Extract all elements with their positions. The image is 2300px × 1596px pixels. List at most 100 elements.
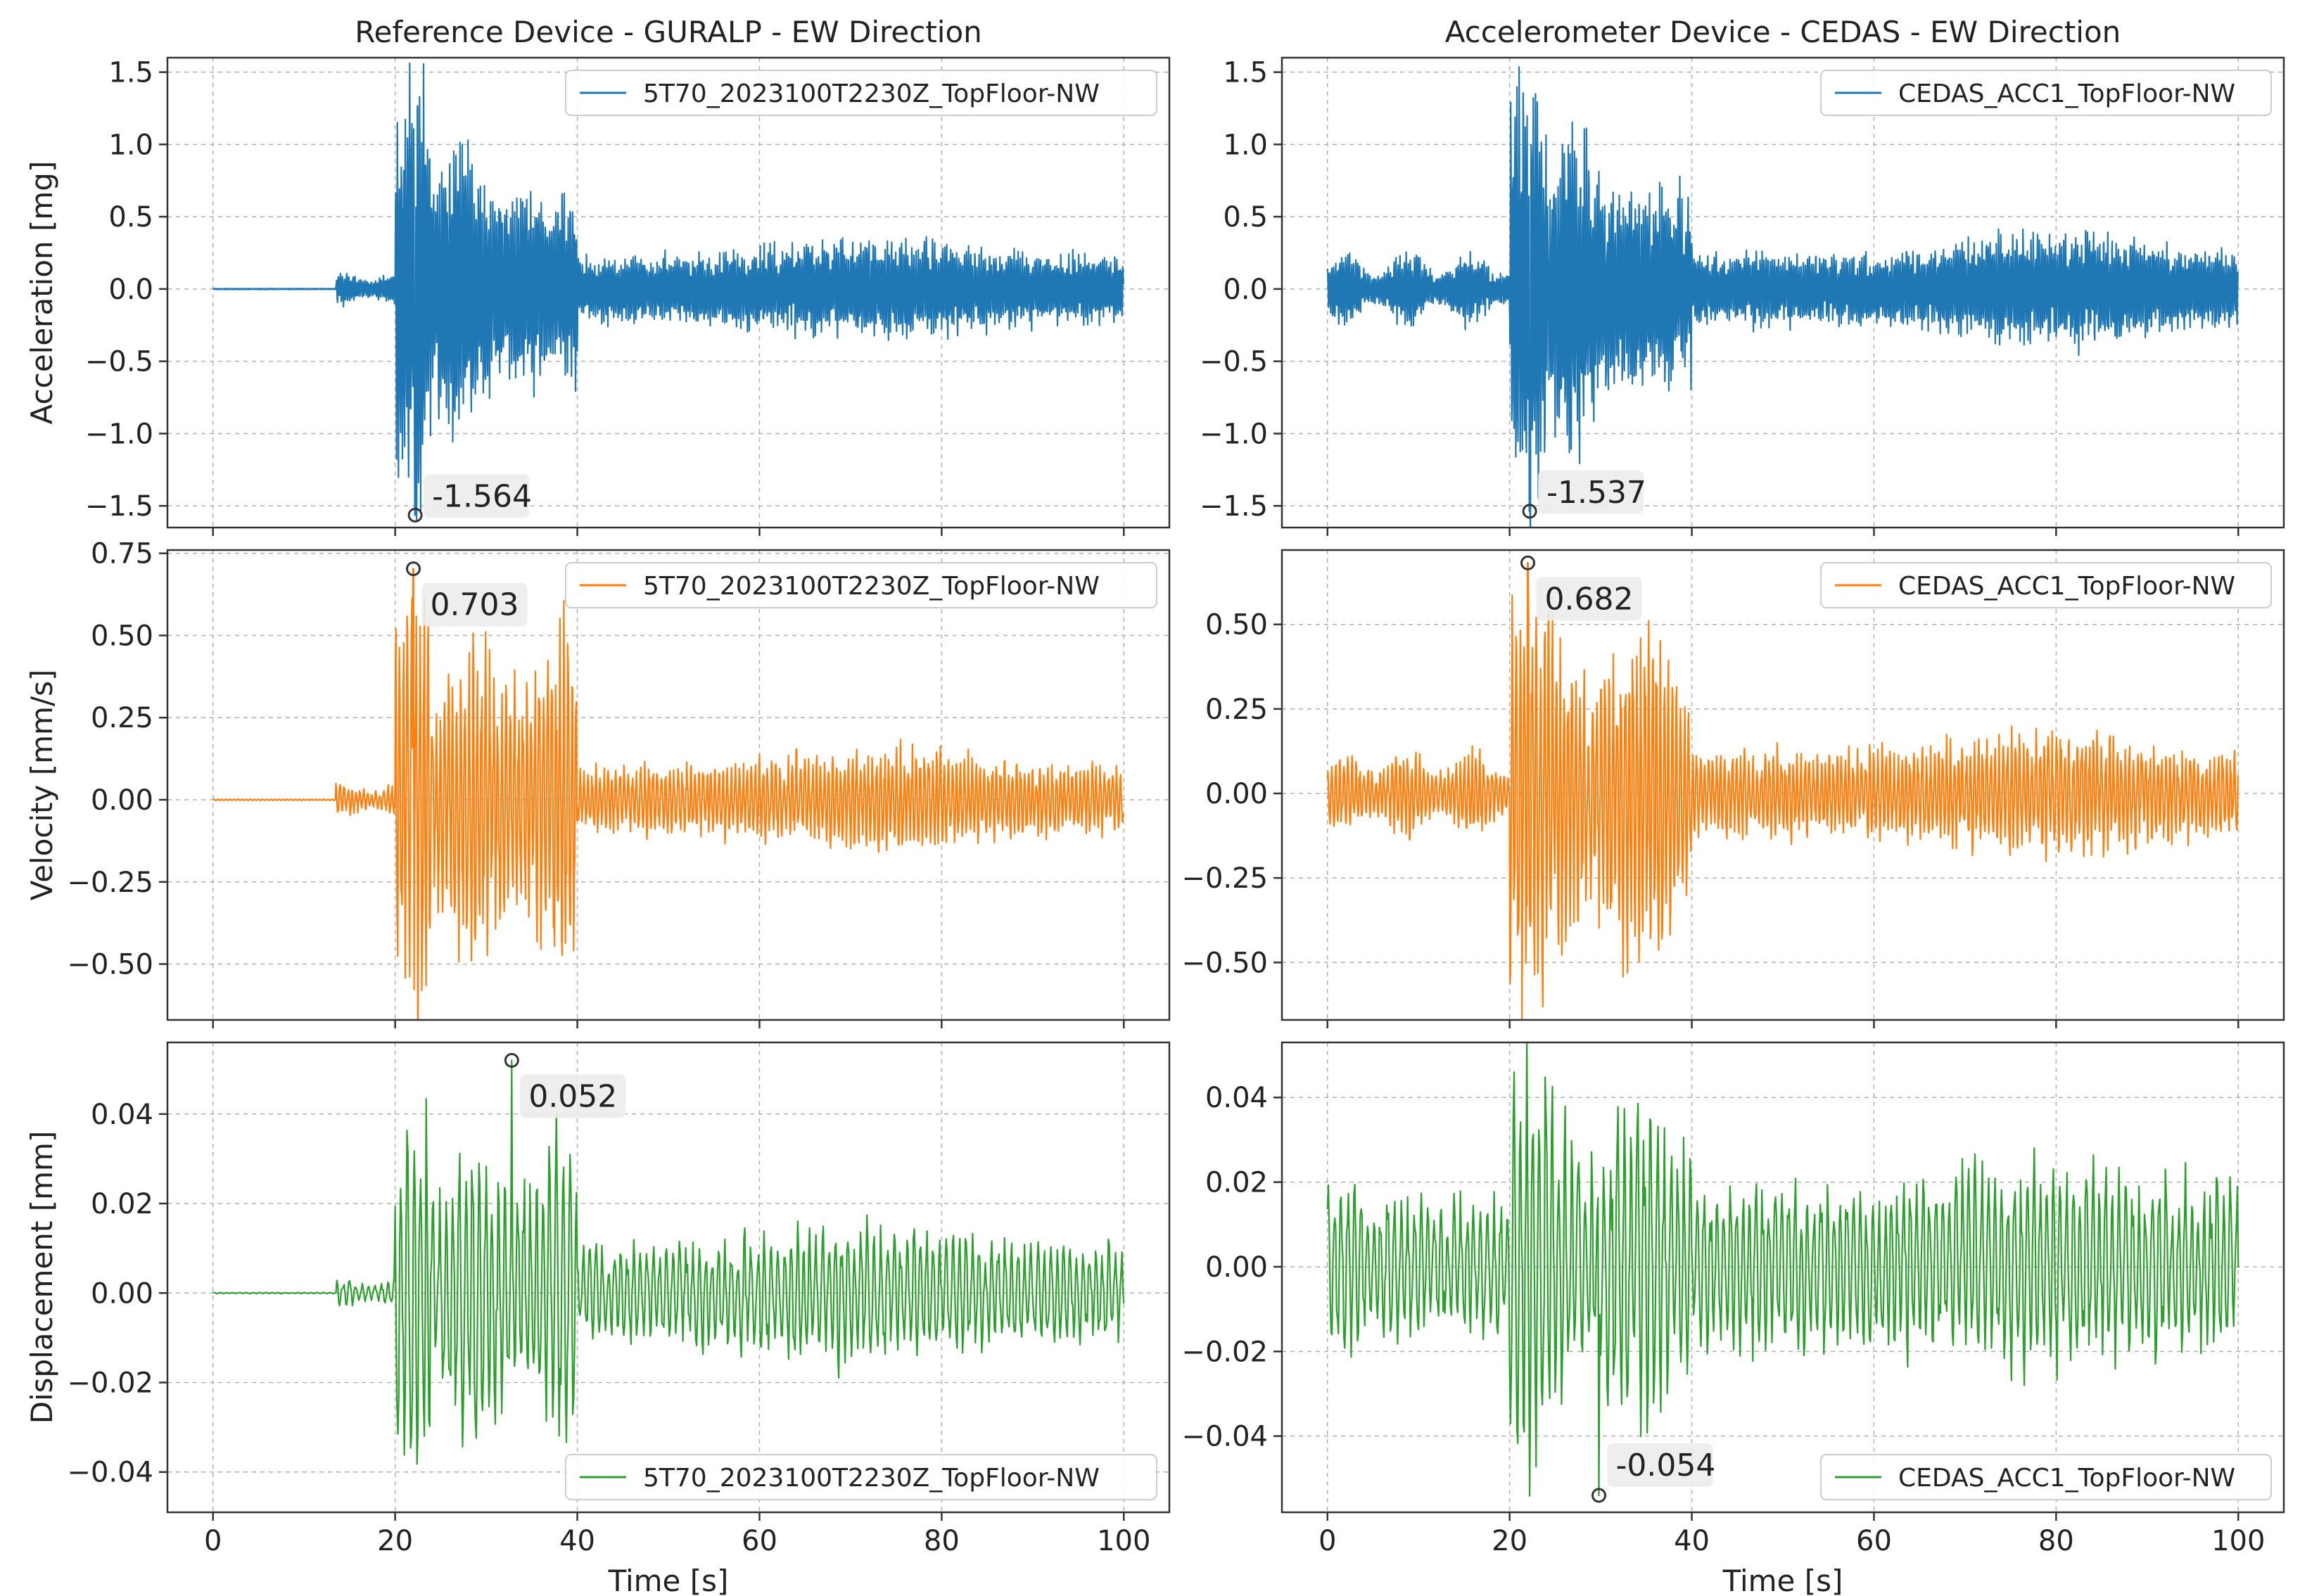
peak-marker xyxy=(406,561,421,577)
y-tick-label: 0.0 xyxy=(108,274,153,306)
legend-box xyxy=(1820,1454,2272,1500)
legend-label: CEDAS_ACC1_TopFloor-NW xyxy=(1898,79,2235,108)
x-tick-label: 80 xyxy=(2038,1525,2074,1557)
legend-label: CEDAS_ACC1_TopFloor-NW xyxy=(1898,572,2235,601)
x-tick-label: 0 xyxy=(204,1525,222,1557)
y-tick-label: 0.25 xyxy=(1205,694,1268,726)
y-tick-label: 0.00 xyxy=(91,784,153,817)
y-tick-label: −0.02 xyxy=(1181,1336,1268,1368)
x-tick-label: 100 xyxy=(1097,1525,1150,1557)
x-tick-label: 0 xyxy=(1319,1525,1336,1557)
chart-column-1: Reference Device - GURALP - EW Direction… xyxy=(25,15,1171,1596)
panel-acceleration: −1.5 −1.0 −0.5 0.0 0.5 1.0 1.5 CEDAS_ACC1_TopFl… xyxy=(1200,56,2285,536)
panel-acceleration: −1.5 −1.0 −0.5 0.0 0.5 1.0 1.5 Acceleration [mg… xyxy=(25,56,1171,536)
y-tick-label: 0.00 xyxy=(91,1277,153,1310)
series-line-acceleration xyxy=(212,62,1124,521)
y-tick-label: 0.5 xyxy=(1223,201,1268,234)
y-tick-label: −1.5 xyxy=(1200,490,1268,523)
panel-displacement: 0 20 40 60 80 100 −0.04 −0.02 0.00 0.02 0.04 Displa… xyxy=(25,1041,1171,1596)
peak-label-box xyxy=(1538,470,1644,514)
y-tick-label: 0.04 xyxy=(1205,1082,1268,1114)
y-tick-label: 0.25 xyxy=(91,702,153,734)
legend-box xyxy=(1820,70,2272,116)
legend-label: 5T70_2023100T2230Z_TopFloor-NW xyxy=(643,1464,1100,1493)
y-tick-label: −0.25 xyxy=(1181,862,1268,895)
series-line-displacement xyxy=(212,1059,1125,1465)
x-tick-label: 80 xyxy=(924,1525,960,1557)
y-tick-label: −0.50 xyxy=(1181,947,1268,979)
axes-frame xyxy=(166,549,1171,1021)
panel-velocity: −0.50 −0.25 0.00 0.25 0.50 CEDAS_ACC1_TopFloo… xyxy=(1181,549,2285,1028)
series-line-displacement xyxy=(1326,1042,2239,1497)
y-axis-label: Acceleration [mg] xyxy=(25,161,59,425)
legend: 5T70_2023100T2230Z_TopFloor-NW xyxy=(565,562,1157,608)
peak-label: -1.564 xyxy=(432,478,532,514)
column-title: Accelerometer Device - CEDAS - EW Direct… xyxy=(1445,15,2121,49)
peak-label: 0.682 xyxy=(1545,581,1634,617)
peak-label-box xyxy=(424,474,530,518)
x-tick-label: 40 xyxy=(559,1525,595,1557)
column-title: Reference Device - GURALP - EW Direction xyxy=(355,15,982,49)
peak-marker xyxy=(504,1052,519,1068)
panel-velocity: −0.50 −0.25 0.00 0.25 0.50 0.75 Velocity [mm/s… xyxy=(25,538,1171,1028)
legend-label: CEDAS_ACC1_TopFloor-NW xyxy=(1898,1464,2235,1493)
legend-box xyxy=(1820,562,2272,608)
legend: CEDAS_ACC1_TopFloor-NW xyxy=(1820,70,2272,116)
peak-label-box xyxy=(520,1074,626,1118)
peak-marker xyxy=(1591,1488,1607,1503)
legend-label: 5T70_2023100T2230Z_TopFloor-NW xyxy=(643,79,1100,108)
grid xyxy=(1282,1042,2284,1512)
legend-label: 5T70_2023100T2230Z_TopFloor-NW xyxy=(643,572,1100,601)
y-tick-label: 0.0 xyxy=(1223,274,1268,306)
legend-box xyxy=(565,70,1157,116)
chart-column-2: Accelerometer Device - CEDAS - EW Direct… xyxy=(1181,15,2285,1596)
y-tick-label: −1.0 xyxy=(1200,418,1268,450)
peak-label: -1.537 xyxy=(1546,475,1646,511)
y-tick-label: −1.0 xyxy=(85,418,153,450)
y-tick-label: 1.5 xyxy=(1223,57,1268,89)
peak-marker xyxy=(1520,555,1536,570)
peak-label-box xyxy=(421,582,528,627)
y-tick-label: 1.5 xyxy=(108,57,153,89)
axes-frame xyxy=(166,1041,1171,1514)
axes-frame xyxy=(166,56,1171,529)
y-tick-label: 0.00 xyxy=(1205,1251,1268,1284)
peak-marker xyxy=(1522,504,1537,519)
series-line-acceleration xyxy=(1326,66,2239,528)
x-tick-label: 100 xyxy=(2211,1525,2265,1557)
legend-box xyxy=(565,1454,1157,1500)
axes-frame xyxy=(1281,549,2285,1021)
y-tick-label: −0.5 xyxy=(85,346,153,378)
y-tick-label: 0.00 xyxy=(1205,778,1268,810)
peak-label: 0.703 xyxy=(431,587,519,623)
axes-frame xyxy=(1281,56,2285,529)
legend: CEDAS_ACC1_TopFloor-NW xyxy=(1820,1454,2272,1500)
x-tick-label: 20 xyxy=(1492,1525,1527,1557)
y-tick-label: −1.5 xyxy=(85,490,153,523)
x-axis-label: Time [s] xyxy=(608,1564,729,1596)
y-tick-label: −0.5 xyxy=(1200,346,1268,378)
peak-label: 0.052 xyxy=(528,1078,617,1114)
panel-displacement: 0 20 40 60 80 100 −0.04 −0.02 0.00 0.02 0.04 Time [… xyxy=(1181,1041,2285,1596)
y-tick-label: −0.04 xyxy=(1181,1421,1268,1453)
legend-box xyxy=(565,562,1157,608)
y-tick-label: 0.50 xyxy=(1205,609,1268,641)
legend: CEDAS_ACC1_TopFloor-NW xyxy=(1820,562,2272,608)
x-tick-label: 60 xyxy=(1856,1525,1892,1557)
legend: 5T70_2023100T2230Z_TopFloor-NW xyxy=(565,1454,1157,1500)
y-tick-label: 0.50 xyxy=(91,620,153,652)
y-tick-label: 0.75 xyxy=(91,538,153,570)
y-tick-label: 0.02 xyxy=(91,1188,153,1220)
legend: 5T70_2023100T2230Z_TopFloor-NW xyxy=(565,70,1157,116)
y-tick-label: −0.50 xyxy=(67,949,153,981)
x-axis-label: Time [s] xyxy=(1722,1564,1843,1596)
y-tick-label: −0.02 xyxy=(67,1367,153,1400)
y-tick-label: 0.5 xyxy=(108,201,153,234)
x-tick-label: 60 xyxy=(742,1525,777,1557)
y-tick-label: 0.02 xyxy=(1205,1167,1268,1199)
peak-label: -0.054 xyxy=(1616,1448,1716,1483)
series-line-velocity xyxy=(212,568,1124,1020)
x-tick-label: 20 xyxy=(377,1525,413,1557)
y-tick-label: 1.0 xyxy=(108,129,153,161)
peak-marker xyxy=(407,507,423,523)
